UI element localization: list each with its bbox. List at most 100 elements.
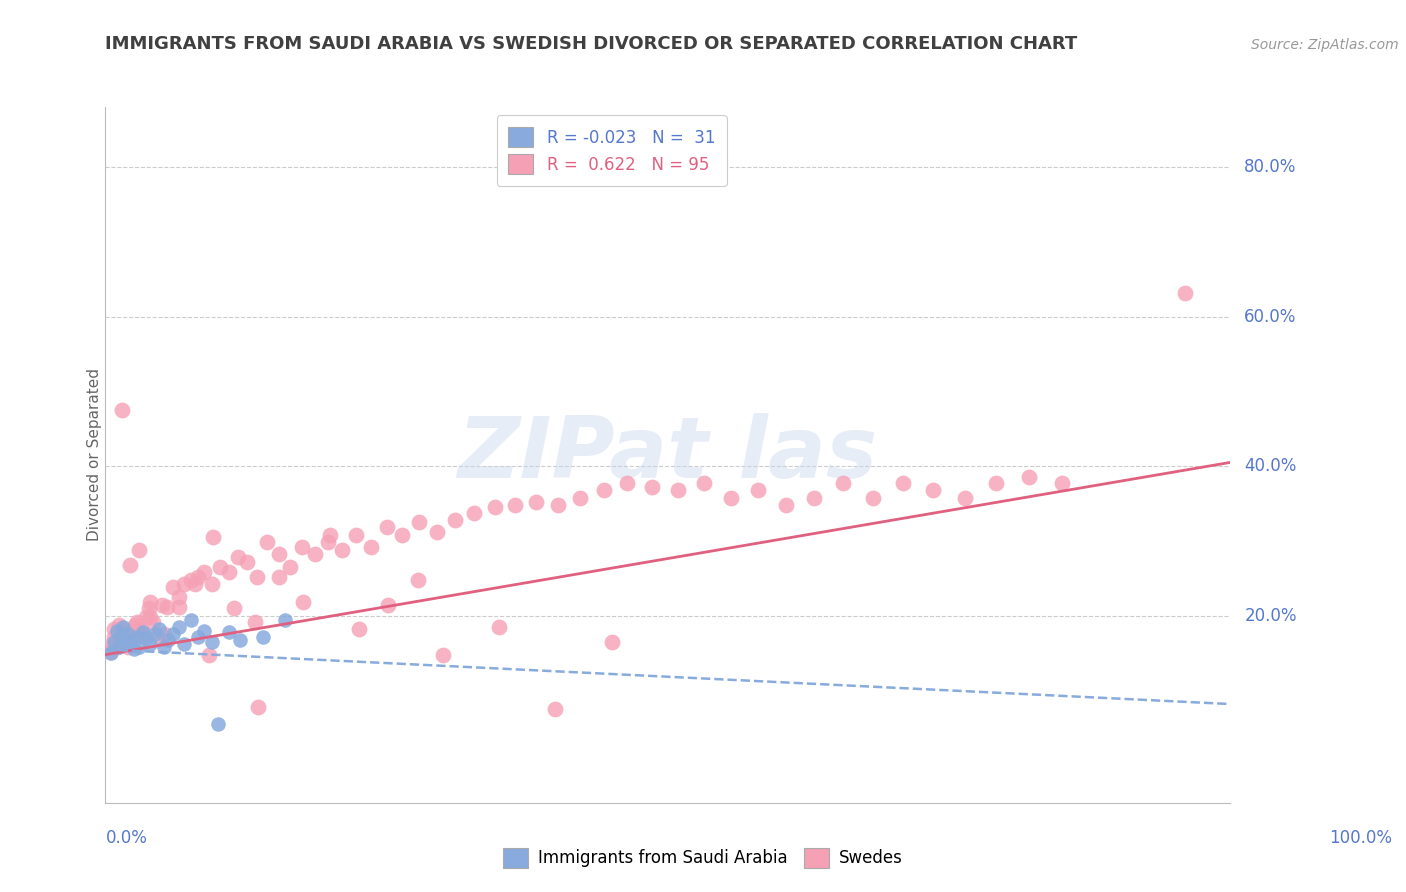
Point [391, 528, 413, 542]
Point [105, 624, 128, 638]
Text: ZIPat las: ZIPat las [458, 413, 877, 497]
Point [117, 640, 139, 655]
Point [117, 627, 139, 641]
Text: 20.0%: 20.0% [1244, 607, 1296, 624]
Point [105, 640, 128, 655]
Text: IMMIGRANTS FROM SAUDI ARABIA VS SWEDISH DIVORCED OR SEPARATED CORRELATION CHART: IMMIGRANTS FROM SAUDI ARABIA VS SWEDISH … [105, 35, 1078, 53]
Point [252, 630, 274, 644]
Point [344, 528, 367, 542]
Text: 0.0%: 0.0% [105, 829, 148, 847]
Point [600, 635, 623, 649]
Point [1174, 285, 1197, 300]
Point [641, 480, 664, 494]
Point [747, 483, 769, 497]
Point [444, 513, 467, 527]
Point [112, 622, 135, 636]
Point [544, 702, 567, 716]
Point [803, 491, 825, 505]
Point [150, 598, 173, 612]
Point [142, 615, 165, 629]
Point [408, 515, 430, 529]
Point [209, 560, 232, 574]
Point [103, 622, 125, 636]
Point [125, 630, 148, 644]
Point [114, 627, 136, 641]
Text: 60.0%: 60.0% [1244, 308, 1296, 326]
Point [922, 483, 945, 497]
Point [377, 598, 399, 612]
Point [139, 595, 162, 609]
Point [201, 635, 224, 649]
Point [139, 610, 162, 624]
Point [256, 535, 278, 549]
Point [426, 524, 449, 539]
Point [187, 570, 209, 584]
Point [108, 617, 131, 632]
Text: 100.0%: 100.0% [1329, 829, 1392, 847]
Point [139, 637, 162, 651]
Point [1018, 470, 1040, 484]
Point [157, 632, 180, 647]
Point [278, 560, 301, 574]
Point [616, 475, 638, 490]
Point [184, 577, 207, 591]
Text: 40.0%: 40.0% [1244, 457, 1296, 475]
Point [98, 645, 121, 659]
Point [666, 483, 689, 497]
Point [125, 615, 148, 629]
Text: 80.0%: 80.0% [1244, 158, 1296, 176]
Point [131, 625, 153, 640]
Point [111, 403, 134, 417]
Point [167, 620, 190, 634]
Point [131, 627, 153, 641]
Point [128, 640, 150, 655]
Point [693, 475, 716, 490]
Point [236, 555, 259, 569]
Point [162, 580, 184, 594]
Point [316, 535, 339, 549]
Point [292, 595, 315, 609]
Legend: R = -0.023   N =  31, R =  0.622   N = 95: R = -0.023 N = 31, R = 0.622 N = 95 [496, 115, 727, 186]
Point [120, 625, 142, 640]
Point [226, 550, 249, 565]
Point [110, 637, 132, 651]
Point [229, 632, 252, 647]
Point [488, 620, 510, 634]
Point [100, 646, 122, 660]
Point [775, 498, 797, 512]
Point [347, 622, 370, 636]
Text: Source: ZipAtlas.com: Source: ZipAtlas.com [1251, 38, 1399, 52]
Point [193, 566, 215, 580]
Point [218, 566, 240, 580]
Point [1050, 475, 1073, 490]
Point [547, 498, 569, 512]
Point [267, 570, 290, 584]
Point [120, 558, 142, 572]
Point [201, 577, 224, 591]
Point [153, 627, 176, 641]
Point [330, 543, 353, 558]
Point [138, 601, 160, 615]
Point [222, 601, 245, 615]
Point [124, 617, 146, 632]
Point [167, 590, 190, 604]
Point [120, 632, 142, 647]
Legend: Immigrants from Saudi Arabia, Swedes: Immigrants from Saudi Arabia, Swedes [496, 841, 910, 875]
Point [524, 495, 547, 509]
Y-axis label: Divorced or Separated: Divorced or Separated [87, 368, 101, 541]
Point [110, 630, 132, 644]
Point [463, 506, 485, 520]
Point [143, 627, 166, 641]
Point [180, 613, 202, 627]
Point [207, 717, 229, 731]
Point [180, 573, 202, 587]
Point [720, 491, 742, 505]
Point [274, 613, 297, 627]
Point [375, 520, 398, 534]
Point [202, 530, 225, 544]
Point [103, 635, 125, 649]
Point [247, 700, 270, 714]
Point [243, 615, 266, 629]
Point [218, 625, 240, 640]
Point [146, 630, 169, 644]
